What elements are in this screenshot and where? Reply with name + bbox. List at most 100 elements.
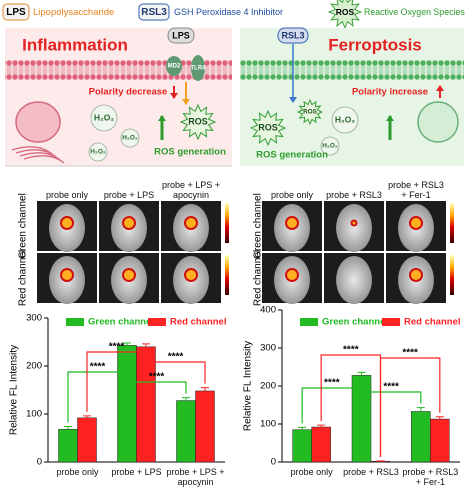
significance-bracket xyxy=(146,361,206,384)
y-axis-label: Relative FL Intensity xyxy=(9,345,20,435)
significance-label: **** xyxy=(109,342,125,353)
significance-bracket xyxy=(361,391,422,404)
signal xyxy=(285,268,299,282)
receptor-label: MD2 xyxy=(168,64,181,70)
significance-bracket xyxy=(301,387,362,424)
y-tick-label: 0 xyxy=(271,457,276,468)
error-bar xyxy=(142,343,150,347)
y-tick-label: 200 xyxy=(26,361,42,372)
significance-label: **** xyxy=(90,362,106,373)
mitochondrion xyxy=(15,101,61,143)
error-bar xyxy=(64,425,72,430)
signal xyxy=(60,216,74,230)
significance-bracket xyxy=(86,351,146,412)
legend-label: Green channel xyxy=(322,317,388,328)
legend-swatch xyxy=(148,318,166,326)
legend-badge-text: RSL3 xyxy=(141,7,167,18)
column-label: probe only xyxy=(45,190,89,200)
signal xyxy=(122,268,136,282)
ros-label: ROS xyxy=(188,116,208,126)
signal xyxy=(350,219,358,227)
error-bar xyxy=(435,416,444,420)
column-label: probe + RSL3 xyxy=(326,190,382,200)
legend-badge xyxy=(138,3,170,21)
mouse xyxy=(336,204,372,252)
signal xyxy=(184,216,198,230)
arrow-head xyxy=(182,99,190,105)
molecule-bubble xyxy=(331,106,359,134)
ros-label: ROS xyxy=(303,109,317,116)
error-bar xyxy=(83,415,91,418)
significance-label: **** xyxy=(343,345,359,356)
agent-label: LPS xyxy=(172,30,190,40)
molecule-bubble xyxy=(88,142,108,162)
error-bar xyxy=(182,397,190,401)
x-tick-label: probe only xyxy=(290,467,333,477)
agent-label: RSL3 xyxy=(281,30,304,40)
significance-bracket xyxy=(127,381,187,394)
molecule-bubble xyxy=(90,104,118,132)
color-scale xyxy=(450,203,454,243)
molecule-label: H₂O₂ xyxy=(322,143,338,150)
molecule-bubble xyxy=(320,136,340,156)
arrow-head xyxy=(289,97,297,103)
color-scale xyxy=(450,255,454,295)
signal xyxy=(184,268,198,282)
agent-badge xyxy=(167,27,195,44)
row-label: Red channel xyxy=(18,250,29,306)
mitochondrion xyxy=(417,101,459,143)
significance-label: **** xyxy=(324,378,340,389)
ros-burst xyxy=(296,98,324,126)
legend-badge xyxy=(327,0,363,30)
arrow-head xyxy=(170,93,178,99)
ros-burst xyxy=(249,109,287,147)
significance-bracket xyxy=(67,371,127,423)
significance-bracket xyxy=(379,357,441,457)
error-bar xyxy=(201,387,209,391)
legend-text: GSH Peroxidase 4 Inhibitor xyxy=(174,7,283,17)
significance-label: **** xyxy=(383,382,399,393)
legend-badge-text: LPS xyxy=(6,7,26,18)
row-label: Green channel xyxy=(18,193,29,259)
molecule-label: H₂O₂ xyxy=(94,112,115,122)
x-tick-label: probe + LPS xyxy=(111,467,162,477)
molecule-bubble xyxy=(120,128,140,148)
y-tick-label: 100 xyxy=(26,409,42,420)
er-fold xyxy=(23,155,65,164)
arrow-head xyxy=(436,85,444,91)
signal xyxy=(409,216,423,230)
polarity-label: Polarity decrease xyxy=(89,87,168,98)
signal xyxy=(122,216,136,230)
molecule-label: H₂O₂ xyxy=(90,149,106,156)
scheme-panel xyxy=(5,28,232,166)
molecule-label: H₂O₂ xyxy=(122,135,138,142)
error-bar xyxy=(317,424,326,428)
scheme-title: Inflammation xyxy=(22,35,128,54)
error-bar xyxy=(298,426,307,430)
legend-label: Red channel xyxy=(404,317,461,328)
receptor-label: TLR4 xyxy=(191,66,207,72)
arrow-head xyxy=(158,115,166,121)
mouse xyxy=(336,256,372,304)
scheme-title: Ferroptosis xyxy=(328,35,422,54)
x-tick-label: probe + RSL3 + Fer-1 xyxy=(402,467,459,487)
polarity-label: Polarity increase xyxy=(352,87,428,98)
ros-label: ROS xyxy=(258,122,278,132)
receptor xyxy=(191,55,205,81)
column-label: probe + LPS xyxy=(103,190,155,200)
column-label: probe only xyxy=(270,190,314,200)
legend-swatch xyxy=(382,318,400,326)
y-tick-label: 300 xyxy=(26,313,42,324)
signal xyxy=(409,268,423,282)
error-bar xyxy=(357,371,366,376)
x-tick-label: probe + RSL3 xyxy=(343,467,399,477)
signal xyxy=(285,216,299,230)
x-tick-label: probe only xyxy=(56,467,99,477)
legend-text: Lipopolysaccharide xyxy=(33,7,114,18)
legend-swatch xyxy=(300,318,318,326)
row-label: Green channel xyxy=(253,193,264,259)
scheme-panel xyxy=(240,28,464,166)
